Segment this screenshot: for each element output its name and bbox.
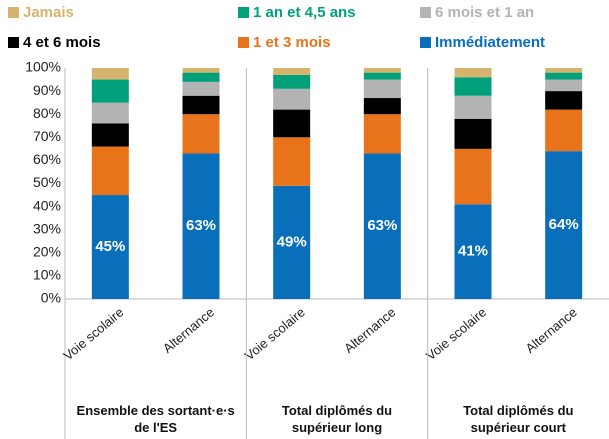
bar-segment	[91, 79, 129, 103]
legend-label: 1 an et 4,5 ans	[253, 4, 356, 21]
group-label: Ensemble des sortant·e·s de l'ES	[76, 403, 235, 435]
bar-segment	[363, 72, 401, 80]
bar-segment	[454, 118, 492, 149]
bar-segment	[454, 95, 492, 119]
legend-label: 1 et 3 mois	[253, 34, 331, 51]
legend-label: 6 mois et 1 an	[435, 4, 534, 21]
bar-segment	[363, 153, 401, 299]
legend-swatch	[238, 7, 249, 18]
legend-swatch	[8, 37, 19, 48]
y-tick-label: 70%	[33, 128, 61, 144]
bar-segment	[363, 114, 401, 154]
data-label: 63%	[186, 217, 216, 234]
bar-segment	[545, 109, 583, 152]
bar-segment	[91, 146, 129, 196]
x-tick-label: Voie scolaire	[242, 304, 308, 363]
x-tick-label: Alternance	[160, 304, 217, 355]
y-tick-label: 10%	[33, 267, 61, 283]
y-tick-label: 20%	[33, 244, 61, 260]
legend-label: 4 et 6 mois	[23, 34, 101, 51]
bar-segment	[273, 88, 311, 110]
x-tick-label: Alternance	[523, 304, 580, 355]
data-label: 64%	[549, 216, 579, 233]
legend-swatch	[420, 37, 431, 48]
bar-segment	[363, 68, 401, 73]
y-tick-label: 30%	[33, 220, 61, 236]
bar-segment	[454, 77, 492, 96]
bar-segment	[91, 68, 129, 80]
data-label: 49%	[277, 233, 307, 250]
y-tick-label: 60%	[33, 151, 61, 167]
y-tick-label: 0%	[41, 290, 61, 306]
bar-segment	[273, 74, 311, 89]
legend-swatch	[8, 7, 19, 18]
group-label: Total diplômés du supérieur long	[281, 403, 393, 435]
bar-segment	[273, 185, 311, 299]
data-label: 63%	[367, 217, 397, 234]
bar-segment	[182, 68, 220, 73]
bar-segment	[454, 204, 492, 299]
legend-label: Jamais	[23, 4, 74, 21]
data-label: 41%	[458, 243, 488, 260]
bar-segment	[91, 195, 129, 299]
data-label: 45%	[95, 238, 125, 255]
bar-segment	[273, 109, 311, 138]
bar-segment	[454, 148, 492, 205]
y-tick-label: 40%	[33, 197, 61, 213]
bar-segment	[182, 81, 220, 96]
bar-segment	[182, 72, 220, 82]
bar-segment	[273, 137, 311, 186]
group-label: Total diplômés du supérieur court	[463, 403, 574, 435]
legend-swatch	[238, 37, 249, 48]
bar-segment	[91, 102, 129, 124]
bar-segment	[273, 68, 311, 75]
bar-segment	[91, 123, 129, 147]
bar-segment	[545, 68, 583, 73]
bar-segment	[454, 68, 492, 78]
bar-segment	[545, 72, 583, 80]
y-tick-label: 50%	[33, 174, 61, 190]
bar-segment	[182, 153, 220, 299]
bar-segment	[545, 151, 583, 299]
x-tick-label: Alternance	[341, 304, 398, 355]
bar-segment	[182, 95, 220, 115]
bar-segment	[363, 98, 401, 115]
legend-swatch	[420, 7, 431, 18]
y-tick-label: 80%	[33, 105, 61, 121]
y-tick-label: 100%	[25, 59, 61, 75]
bar-segment	[545, 79, 583, 92]
y-tick-label: 90%	[33, 82, 61, 98]
x-tick-label: Voie scolaire	[423, 304, 489, 363]
bar-segment	[363, 79, 401, 99]
legend-label: Immédiatement	[435, 34, 545, 51]
bar-segment	[545, 91, 583, 110]
bar-segment	[182, 114, 220, 154]
x-tick-label: Voie scolaire	[60, 304, 126, 363]
